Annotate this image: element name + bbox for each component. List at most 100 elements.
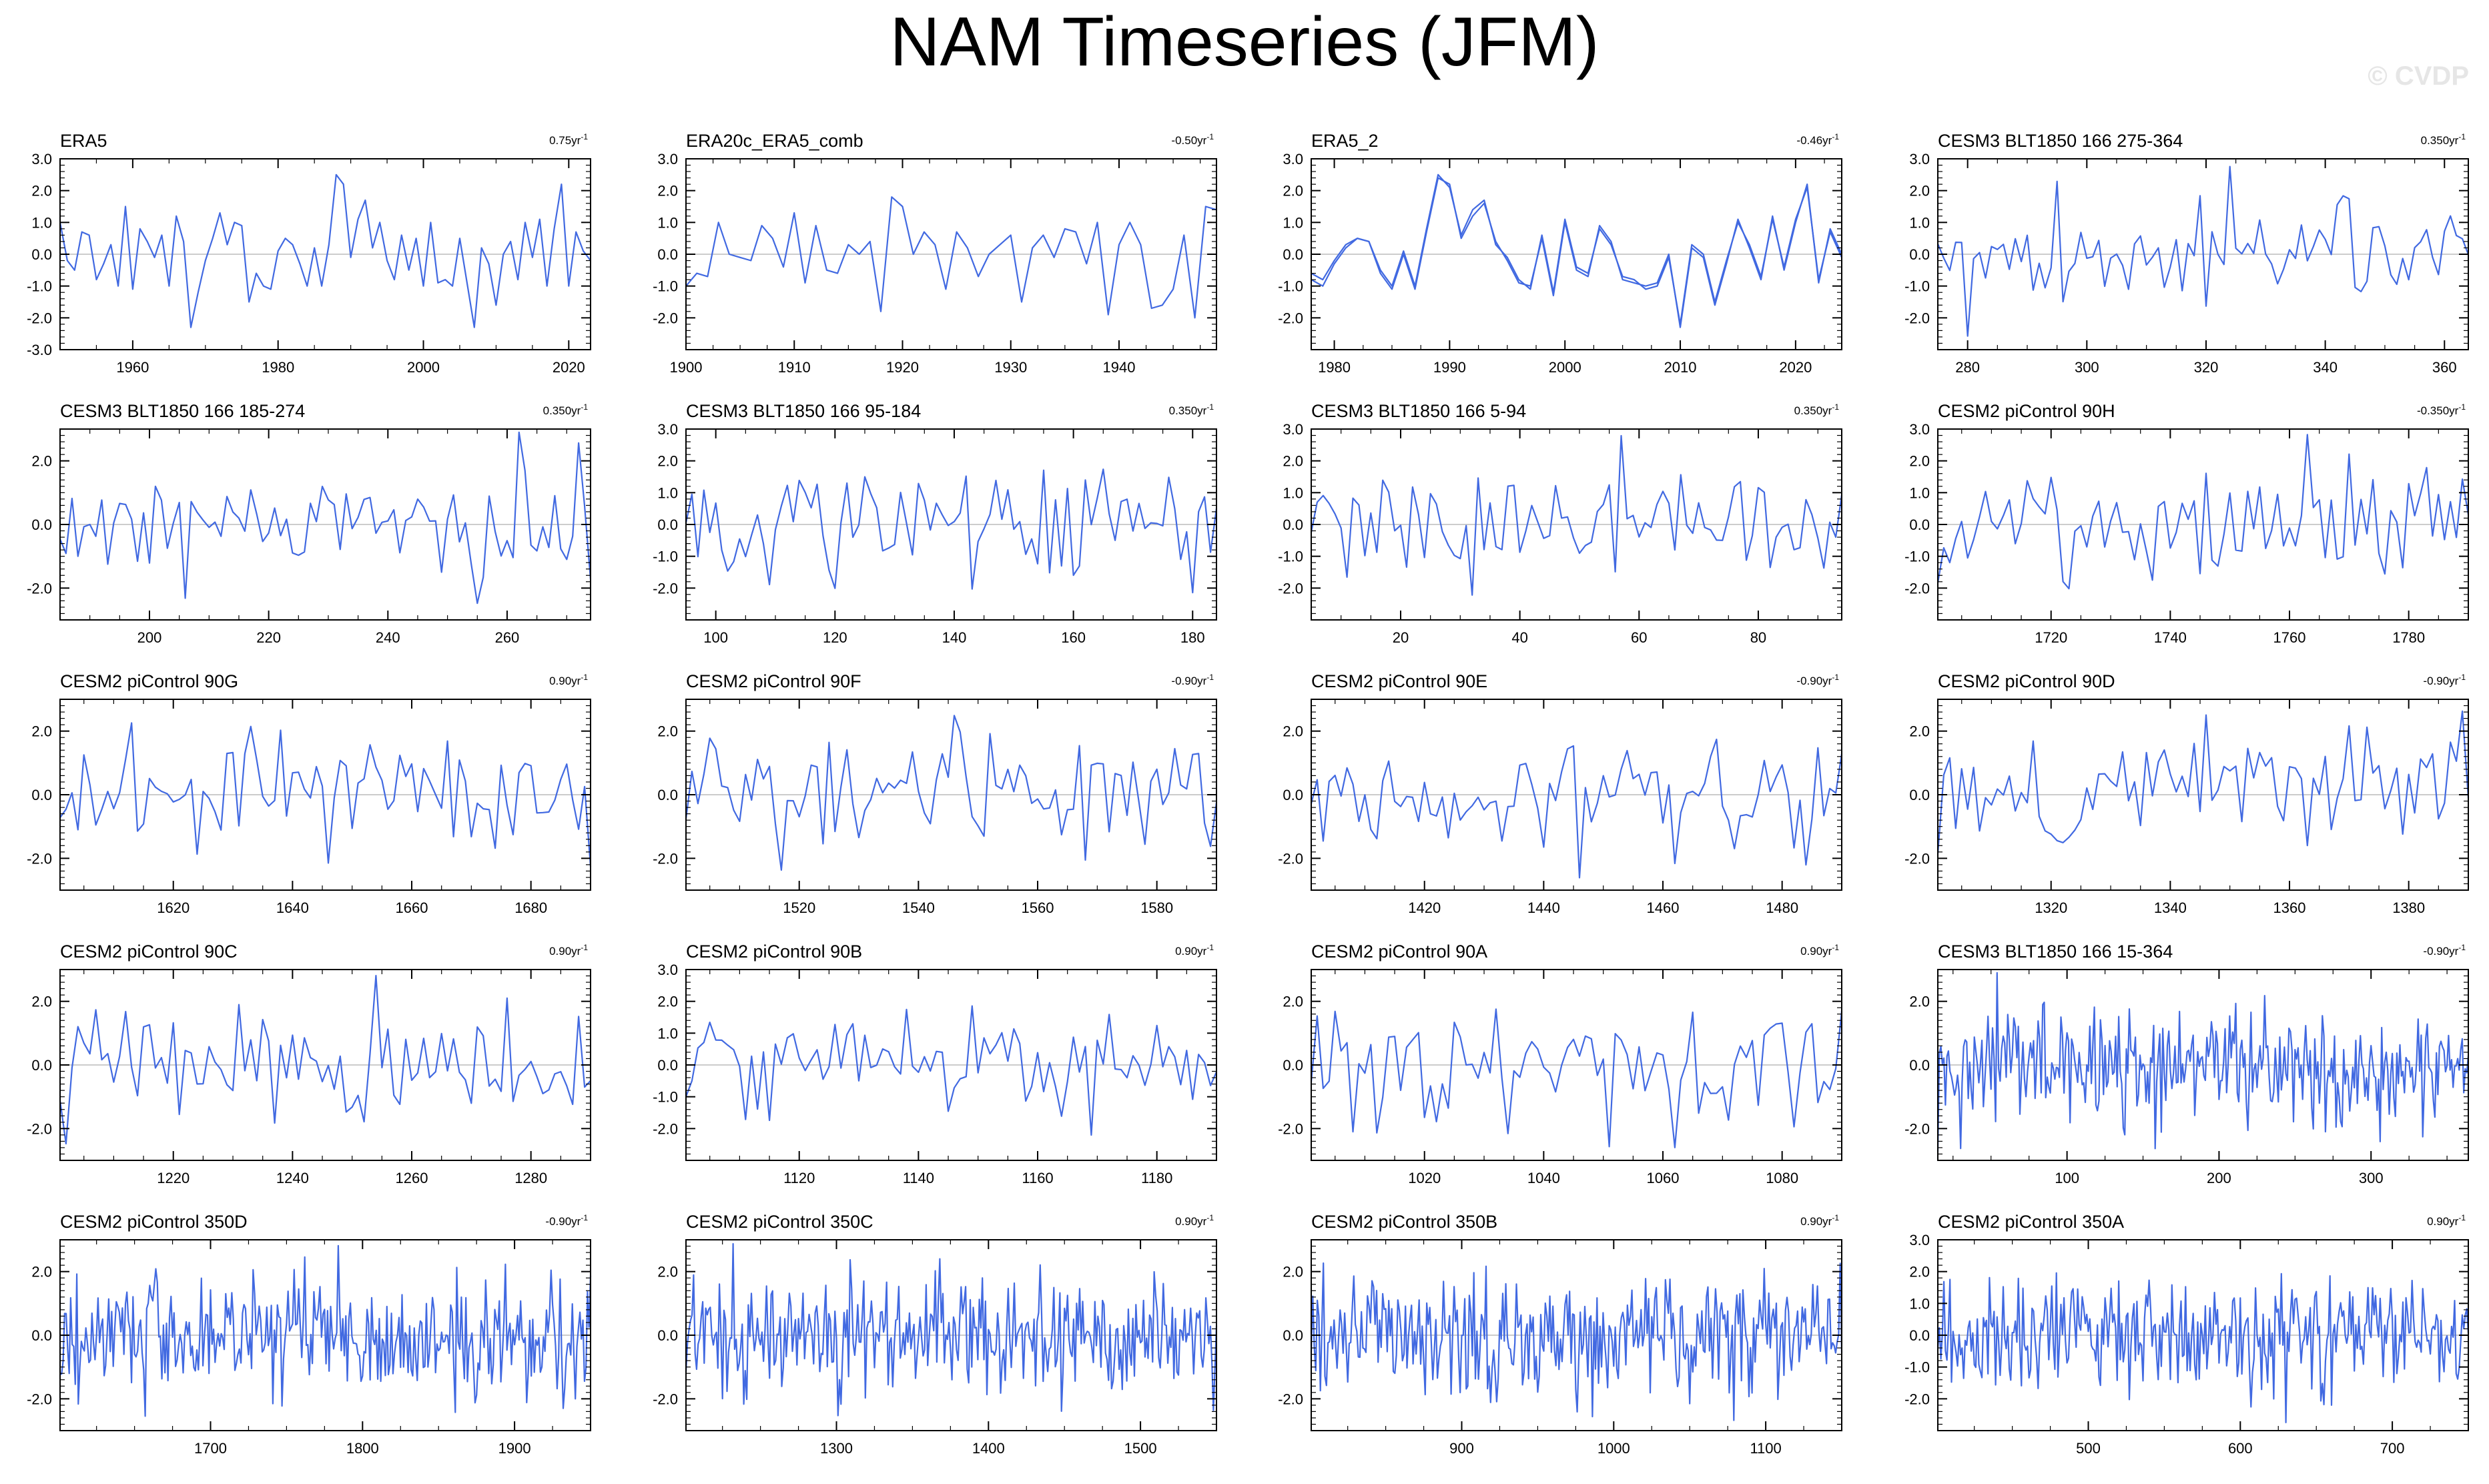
- x-tick-label: 1020: [1408, 1170, 1441, 1186]
- x-tick-label: 300: [2359, 1170, 2384, 1186]
- y-tick-label: -2.0: [1278, 1391, 1303, 1407]
- y-tick-label: 1.0: [657, 1025, 678, 1042]
- y-tick-label: -1.0: [1904, 278, 1930, 295]
- panel-trend: 0.90yr-1: [549, 673, 588, 687]
- chart-panel: 3.0 2.0 1.0 0.0 -1.0 -2.0 1980 1990 2000 2010 2020…: [1278, 131, 1843, 376]
- chart-panel: 2.0 0.0 -2.0 1320 1340 1360 1380 CESM2 piContro…: [1904, 671, 2470, 916]
- y-tick-label: -2.0: [27, 1120, 52, 1137]
- panel-title: CESM3 BLT1850 166 15-364: [1938, 942, 2173, 962]
- x-tick-label: 320: [2194, 359, 2219, 376]
- y-tick-label: 3.0: [1283, 421, 1303, 438]
- x-tick-label: 1320: [2035, 899, 2067, 916]
- panel-trend: -0.90yr-1: [545, 1213, 588, 1228]
- y-tick-label: -2.0: [653, 580, 678, 597]
- x-tick-label: 1060: [1647, 1170, 1680, 1186]
- panel-title: CESM2 piControl 90A: [1311, 942, 1487, 962]
- watermark-text: © CVDP: [2368, 61, 2469, 91]
- x-tick-label: 240: [376, 629, 400, 646]
- chart-panel: 3.0 2.0 1.0 0.0 -1.0 -2.0 280 300 320 340 360 CESM3…: [1904, 131, 2470, 376]
- x-tick-label: 200: [137, 629, 162, 646]
- y-tick-label: -2.0: [27, 580, 52, 597]
- x-tick-label: 1520: [783, 899, 815, 916]
- x-tick-label: 1620: [157, 899, 190, 916]
- y-tick-label: -2.0: [653, 1391, 678, 1407]
- series-line-1: [685, 1242, 1218, 1417]
- y-tick-label: -2.0: [1278, 850, 1303, 867]
- panel-title: CESM3 BLT1850 166 275-364: [1938, 131, 2183, 151]
- x-tick-label: 2000: [1549, 359, 1581, 376]
- y-tick-label: 0.0: [31, 1327, 52, 1344]
- series-line-1: [685, 468, 1218, 594]
- panel-trend: -0.90yr-1: [2423, 943, 2466, 958]
- panel-title: CESM3 BLT1850 166 185-274: [60, 401, 305, 421]
- y-tick-label: 0.0: [1283, 1057, 1303, 1074]
- x-tick-label: 2020: [1779, 359, 1812, 376]
- panel-trend: -0.90yr-1: [1796, 673, 1839, 687]
- x-tick-label: 1990: [1433, 359, 1466, 376]
- chart-panel: 2.0 0.0 -2.0 1300 1400 1500 CESM2 piControl 35…: [653, 1212, 1218, 1457]
- series-line-1: [1310, 1262, 1843, 1421]
- y-tick-label: 0.0: [1909, 787, 1930, 803]
- y-tick-label: -2.0: [1278, 1120, 1303, 1137]
- y-tick-label: 1.0: [1909, 214, 1930, 231]
- series-line-1: [1310, 434, 1843, 596]
- y-tick-label: 0.0: [657, 1057, 678, 1074]
- y-tick-label: 0.0: [657, 246, 678, 263]
- series-line-1: [1936, 972, 2470, 1152]
- series-line-1: [59, 974, 591, 1145]
- y-tick-label: 1.0: [1909, 1295, 1930, 1312]
- y-tick-label: 1.0: [1909, 484, 1930, 501]
- y-tick-label: 0.0: [1909, 246, 1930, 263]
- y-tick-label: -1.0: [1904, 1359, 1930, 1376]
- x-tick-label: 260: [495, 629, 520, 646]
- x-tick-label: 1100: [1750, 1440, 1781, 1457]
- panel-title: CESM2 piControl 350D: [60, 1212, 248, 1232]
- panel-title: CESM2 piControl 90H: [1938, 401, 2115, 421]
- y-tick-label: 0.0: [1909, 1327, 1930, 1344]
- y-tick-label: -2.0: [1904, 310, 1930, 326]
- x-tick-label: 180: [1180, 629, 1205, 646]
- chart-panel: 3.0 2.0 1.0 0.0 -1.0 -2.0 -3.0 1960 1980 2000 2020…: [27, 131, 591, 376]
- x-tick-label: 100: [703, 629, 728, 646]
- y-tick-label: 0.0: [31, 787, 52, 803]
- panel-title: CESM2 piControl 350A: [1938, 1212, 2124, 1232]
- y-tick-label: 0.0: [657, 516, 678, 533]
- x-tick-label: 1480: [1766, 899, 1798, 916]
- y-tick-label: 2.0: [31, 723, 52, 740]
- y-tick-label: 1.0: [657, 484, 678, 501]
- x-tick-label: 1300: [820, 1440, 853, 1457]
- x-tick-label: 1540: [902, 899, 935, 916]
- chart-panel: 2.0 0.0 -2.0 1220 1240 1260 1280 CESM2 piContro…: [27, 942, 591, 1186]
- y-tick-label: -3.0: [27, 342, 52, 358]
- y-tick-label: -2.0: [1904, 580, 1930, 597]
- panel-trend: 0.350yr-1: [1794, 402, 1840, 417]
- series-line-1: [1310, 738, 1843, 879]
- panel-trend: 0.90yr-1: [1800, 1213, 1839, 1228]
- y-tick-label: 2.0: [1283, 1264, 1303, 1280]
- panel-trend: 0.90yr-1: [2427, 1213, 2466, 1228]
- x-tick-label: 160: [1061, 629, 1086, 646]
- y-tick-label: 0.0: [31, 1057, 52, 1074]
- x-tick-label: 600: [2228, 1440, 2253, 1457]
- y-tick-label: 2.0: [31, 1264, 52, 1280]
- y-tick-label: 0.0: [1283, 1327, 1303, 1344]
- y-tick-label: 1.0: [657, 214, 678, 231]
- series-line-1: [1311, 177, 1843, 328]
- panel-trend: 0.90yr-1: [1800, 943, 1839, 958]
- x-tick-label: 60: [1631, 629, 1647, 646]
- y-tick-label: 3.0: [657, 962, 678, 978]
- chart-panel: 2.0 0.0 -2.0 1620 1640 1660 1680 CESM2 piContro…: [27, 671, 592, 916]
- series-line-1: [1936, 434, 2470, 590]
- panel-trend: 0.75yr-1: [549, 132, 588, 147]
- y-tick-label: -1.0: [653, 548, 678, 565]
- x-tick-label: 1240: [276, 1170, 309, 1186]
- y-tick-label: -1.0: [653, 1089, 678, 1106]
- x-tick-label: 1980: [262, 359, 294, 376]
- x-tick-label: 1960: [116, 359, 149, 376]
- y-tick-label: 2.0: [657, 723, 678, 740]
- y-tick-label: 2.0: [1909, 994, 1930, 1010]
- x-tick-label: 1900: [670, 359, 703, 376]
- x-tick-label: 1780: [2392, 629, 2425, 646]
- y-tick-label: 2.0: [1909, 723, 1930, 740]
- figure-title: NAM Timeseries (JFM): [890, 3, 1599, 81]
